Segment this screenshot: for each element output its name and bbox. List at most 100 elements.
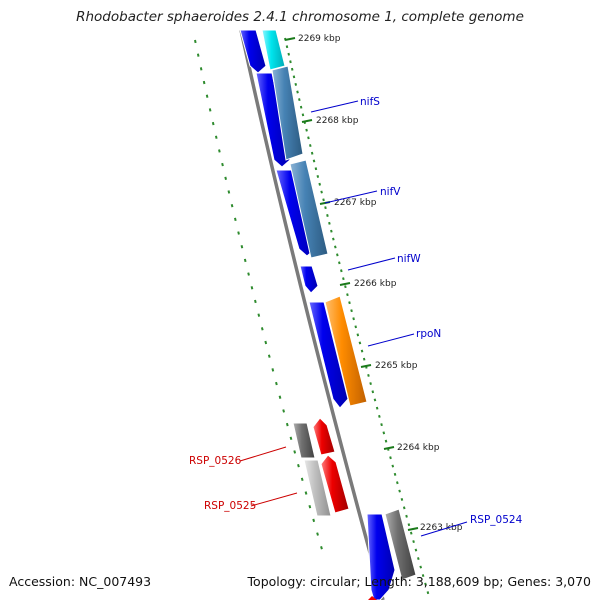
- cds-RSP_0525: [303, 459, 332, 517]
- cds-RSP_0526: [292, 422, 316, 459]
- track-dot: [290, 67, 294, 71]
- track-dot: [260, 327, 264, 331]
- track-dot: [300, 477, 304, 482]
- track-dot: [298, 98, 301, 102]
- track-dot: [358, 341, 362, 345]
- cds-reverse-nifS: [255, 72, 291, 168]
- track-dot: [391, 464, 395, 468]
- genome-stats: Topology: circular; Length: 3,188,609 bp…: [247, 574, 591, 589]
- reverse-strand-track: [239, 29, 396, 600]
- track-dot: [348, 301, 351, 305]
- track-dot: [275, 381, 278, 386]
- tick-label: 2268 kbp: [316, 116, 359, 126]
- track-dot: [354, 325, 358, 329]
- track-dot: [287, 52, 290, 56]
- track-dot: [267, 354, 271, 358]
- track-dot: [320, 546, 323, 550]
- track-dot: [412, 540, 415, 544]
- tick-mark: [383, 446, 395, 450]
- tick-mark: [360, 364, 372, 368]
- track-dot: [308, 504, 312, 509]
- track-dot: [285, 422, 289, 427]
- track-dot: [340, 269, 343, 273]
- track-dot: [424, 582, 427, 586]
- scale-track: [284, 37, 430, 595]
- track-dot: [414, 548, 418, 552]
- track-dot: [380, 423, 383, 427]
- track-dot: [362, 357, 366, 361]
- track-dot: [312, 518, 316, 523]
- tick-mark: [301, 119, 313, 123]
- track-dot: [214, 135, 218, 139]
- cds-reverse: [239, 29, 267, 74]
- track-dot: [293, 450, 297, 454]
- track-dot: [318, 182, 321, 186]
- track-dot: [199, 67, 203, 71]
- track-dot: [378, 414, 381, 418]
- cds-forward-red-lower: [320, 454, 350, 514]
- leader-line: [310, 100, 359, 113]
- track-dot: [371, 390, 375, 394]
- cds-forward-cyan: [261, 29, 286, 71]
- track-dot: [417, 557, 420, 561]
- track-dot: [336, 253, 339, 257]
- cds-forward-nifS: [271, 65, 304, 161]
- genes-label: Genes:: [507, 574, 552, 589]
- track-dot: [419, 565, 423, 569]
- scale-ticks: 2269 kbp 2268 kbp 2267 kbp 2266 kbp 2265…: [284, 34, 463, 533]
- track-dot: [426, 591, 430, 595]
- track-dot: [221, 162, 224, 167]
- track-dot: [233, 217, 237, 222]
- track-dot: [389, 456, 392, 460]
- cds-forward-nifV: [289, 159, 329, 259]
- accession-value: NC_007493: [79, 574, 152, 589]
- leader-line: [420, 521, 468, 537]
- track-dot: [346, 293, 349, 297]
- cds-reverse-nifW: [299, 265, 319, 294]
- cds-reverse-rpoN: [308, 301, 349, 409]
- track-dot: [278, 395, 282, 399]
- track-dot: [299, 105, 303, 109]
- track-dot: [320, 190, 323, 194]
- track-dot: [301, 113, 305, 117]
- track-dot: [292, 75, 296, 79]
- track-dot: [332, 237, 335, 241]
- track-dot: [250, 286, 254, 290]
- track-dot: [211, 121, 215, 126]
- track-dot: [324, 206, 327, 210]
- track-dot: [316, 175, 320, 178]
- tick-label: 2267 kbp: [334, 198, 377, 208]
- gene-label-RSP_0524: RSP_0524: [470, 514, 523, 526]
- tick-mark: [284, 37, 296, 41]
- track-dot: [243, 258, 247, 263]
- track-dot: [237, 231, 240, 235]
- track-dot: [400, 497, 404, 501]
- track-dot: [334, 245, 337, 249]
- tick-mark: [339, 282, 351, 286]
- track-dot: [282, 409, 285, 413]
- tick-label: 2266 kbp: [354, 279, 397, 289]
- track-dot: [289, 60, 292, 64]
- track-dot: [312, 159, 316, 163]
- track-dot: [356, 333, 360, 337]
- track-dot: [384, 439, 388, 443]
- track-dot: [294, 82, 298, 86]
- track-dot: [230, 203, 234, 208]
- gene-label-nifW: nifW: [397, 253, 421, 265]
- track-dot: [257, 313, 261, 317]
- leader-line: [347, 257, 396, 271]
- track-dot: [352, 317, 355, 321]
- track-dot: [305, 128, 308, 132]
- leader-line: [239, 446, 287, 462]
- gc-skew-track: [194, 39, 323, 550]
- track-dot: [382, 431, 386, 435]
- gene-label-RSP_0526: RSP_0526: [189, 455, 242, 467]
- leader-line: [367, 333, 415, 347]
- track-dot: [367, 373, 370, 377]
- accession-label: Accession:: [9, 574, 76, 589]
- genes-value: 3,070: [555, 574, 591, 589]
- track-dot: [322, 198, 325, 202]
- track-dot: [310, 151, 314, 155]
- track-dot: [309, 144, 312, 147]
